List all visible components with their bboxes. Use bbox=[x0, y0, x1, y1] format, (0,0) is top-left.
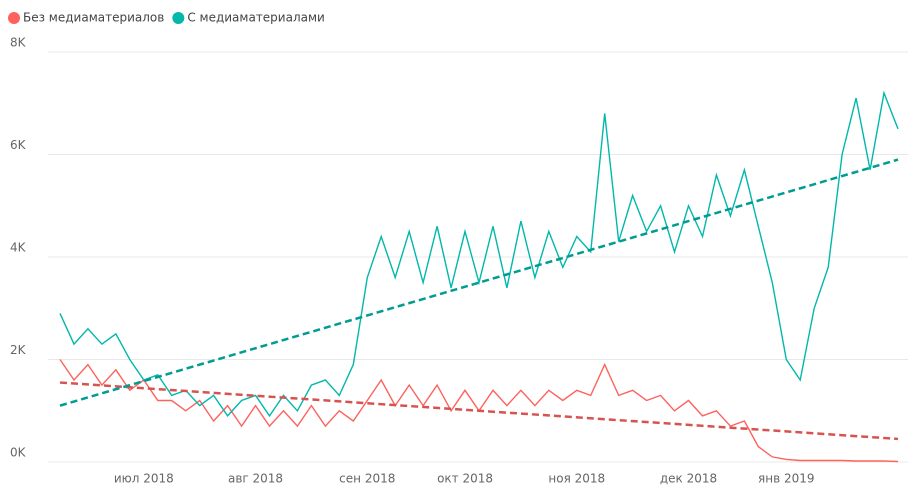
y-tick-label: 4K bbox=[10, 241, 27, 255]
legend-label: Без медиаматериалов bbox=[23, 11, 164, 25]
legend-label: С медиаматериалами bbox=[187, 11, 325, 25]
legend-marker bbox=[8, 12, 20, 24]
trend-line bbox=[59, 158, 899, 407]
x-tick-label: авг 2018 bbox=[228, 472, 283, 486]
x-tick-label: сен 2018 bbox=[339, 472, 395, 486]
trend-line bbox=[59, 381, 899, 441]
x-tick-label: июл 2018 bbox=[114, 472, 174, 486]
y-tick-label: 0K bbox=[10, 446, 27, 460]
y-tick-label: 2K bbox=[10, 343, 27, 357]
y-tick-label: 8K bbox=[10, 36, 27, 50]
x-tick-label: ноя 2018 bbox=[548, 472, 605, 486]
legend-marker bbox=[172, 12, 185, 24]
x-tick-label: дек 2018 bbox=[660, 472, 717, 486]
y-tick-label: 6K bbox=[10, 138, 27, 152]
x-tick-label: янв 2019 bbox=[758, 472, 815, 486]
series-line bbox=[59, 90, 899, 418]
x-tick-label: окт 2018 bbox=[437, 472, 493, 486]
